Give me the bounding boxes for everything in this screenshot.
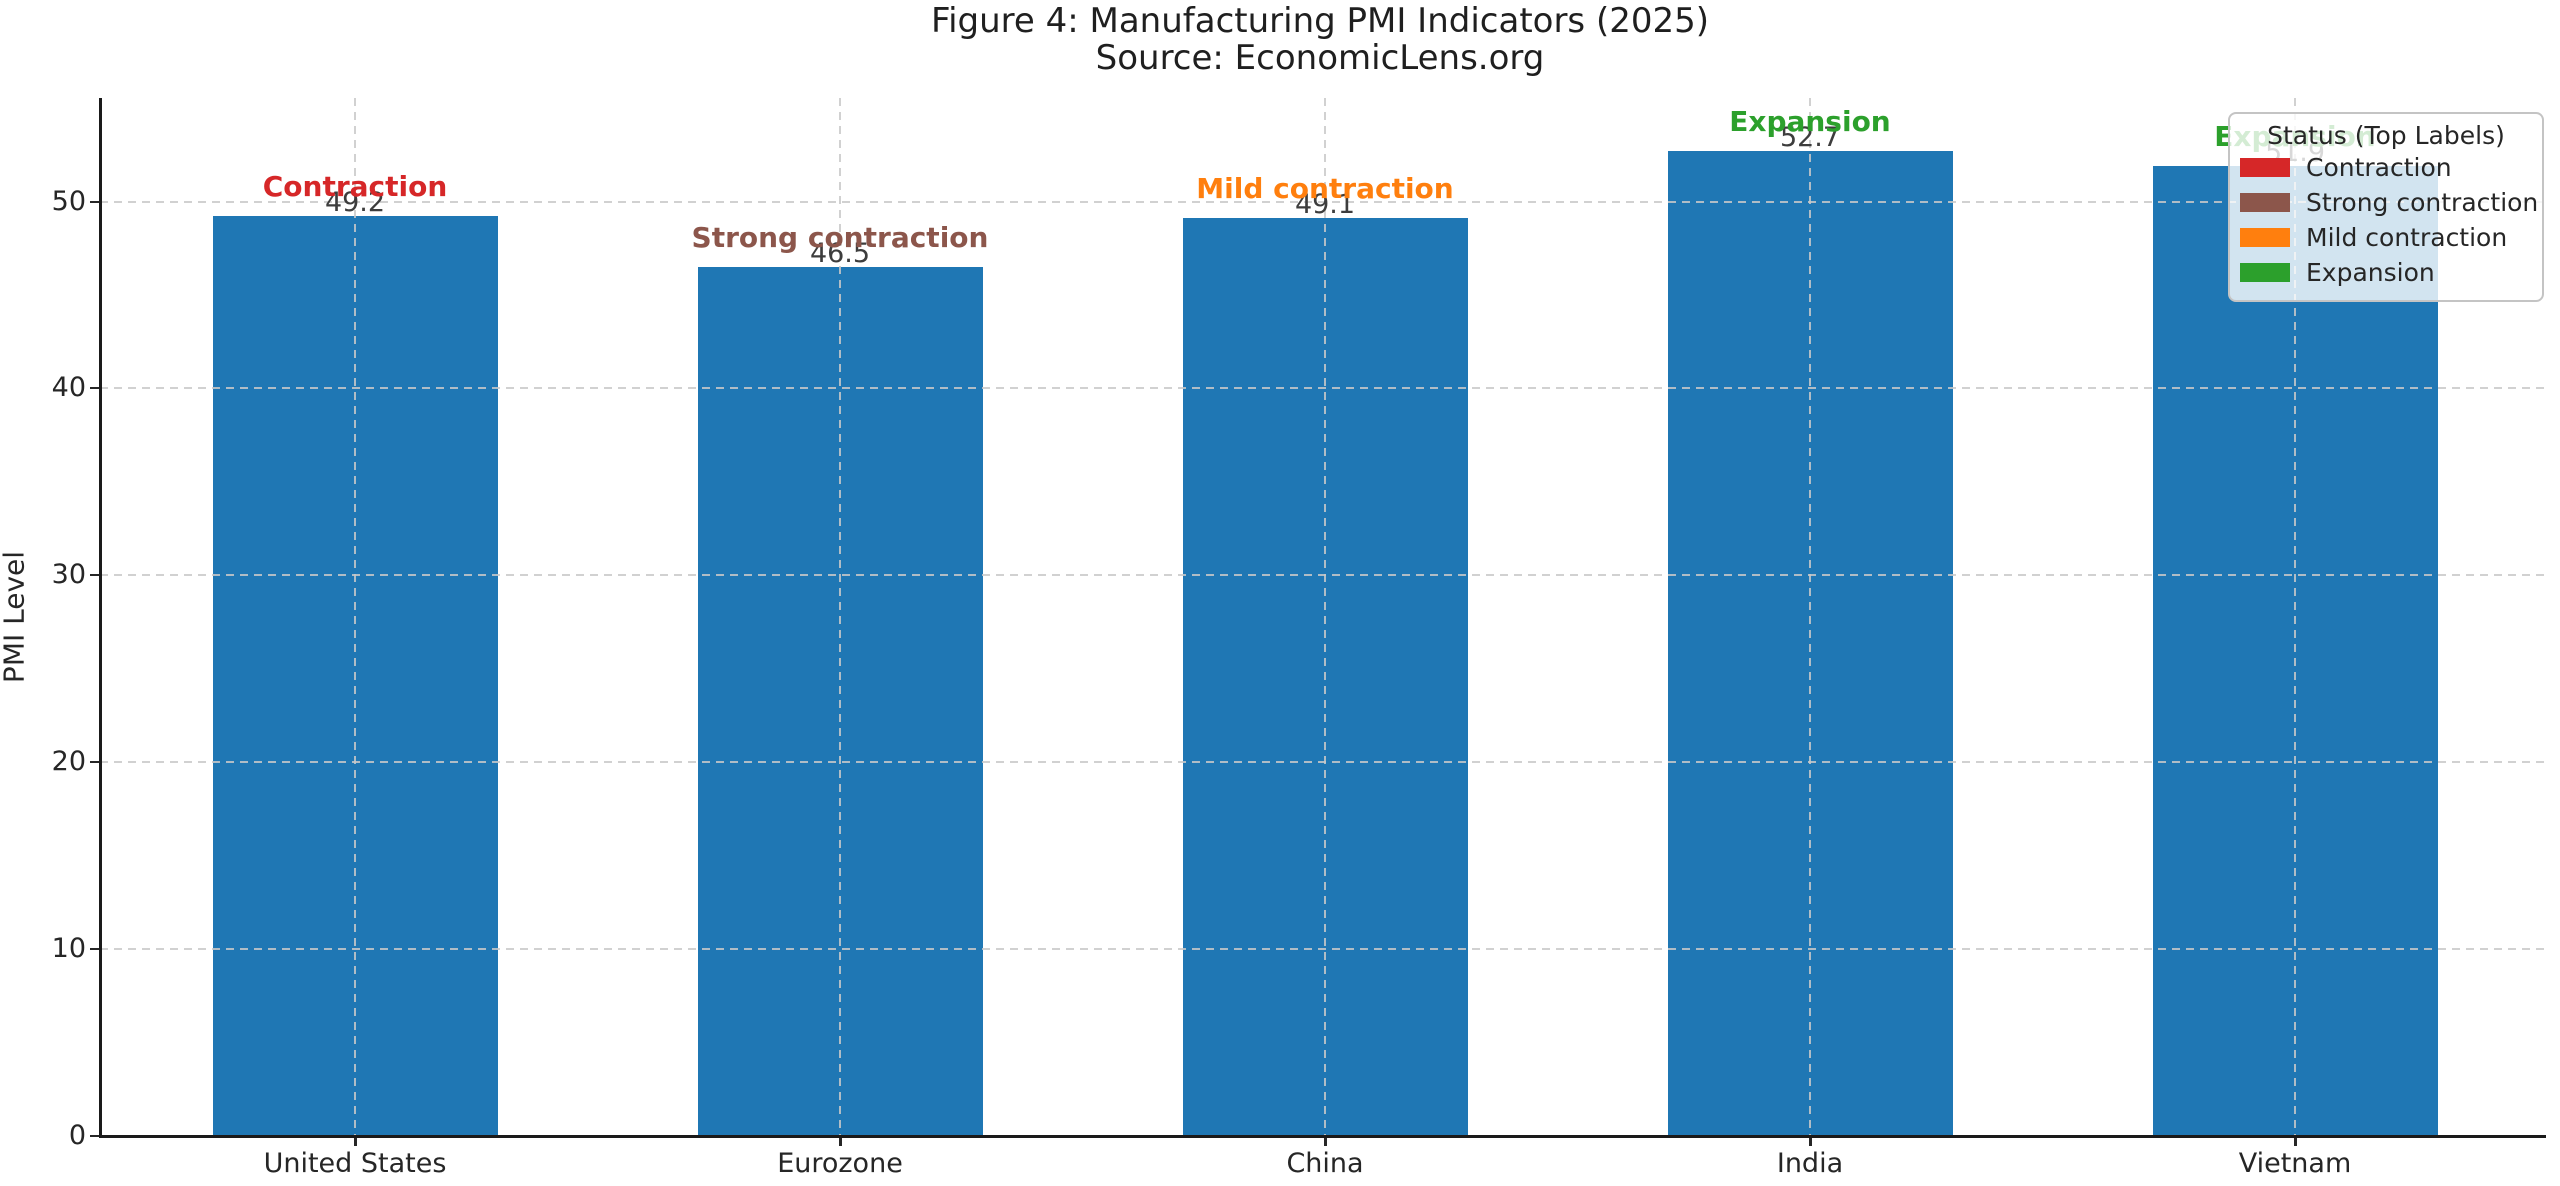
y-tick-label-20: 20 [51,746,86,778]
y-tick-20 [90,761,100,764]
y-axis-spine [99,98,102,1138]
v-gridline-eurozone [839,98,841,1136]
legend-swatch-contraction [2240,158,2290,177]
value-label-united-states: 49.2 [324,187,386,219]
x-tick-vietnam [2294,1136,2297,1146]
v-gridline-china [1324,98,1326,1136]
legend-label-strong-contraction: Strong contraction [2306,188,2539,217]
x-tick-label-china: China [1286,1148,1364,1179]
chart-title: Figure 4: Manufacturing PMI Indicators (… [930,1,1710,41]
x-tick-label-united-states: United States [263,1148,447,1179]
x-tick-india [1809,1136,1812,1146]
legend-item-expansion: Expansion [2230,255,2542,290]
legend-item-contraction: Contraction [2230,150,2542,185]
y-tick-10 [90,948,100,951]
y-tick-label-30: 30 [51,559,86,591]
legend-items: Contraction Strong contraction Mild contra… [2230,150,2542,290]
v-gridline-united-states [354,98,356,1136]
legend-item-strong-contraction: Strong contraction [2230,185,2542,220]
x-tick-label-eurozone: Eurozone [777,1148,903,1179]
value-label-india: 52.7 [1779,122,1841,154]
y-tick-label-10: 10 [51,933,86,965]
legend-swatch-strong-contraction [2240,193,2290,212]
legend-label-mild-contraction: Mild contraction [2306,223,2508,252]
legend-swatch-expansion [2240,263,2290,282]
legend: Status (Top Labels) Contraction Strong co… [2228,112,2544,302]
value-label-china: 49.1 [1294,189,1356,221]
h-gridline-20 [100,761,2545,764]
chart-title-block: Figure 4: Manufacturing PMI Indicators (… [931,3,1709,77]
x-tick-eurozone [839,1136,842,1146]
x-tick-china [1324,1136,1327,1146]
y-tick-50 [90,200,100,203]
legend-item-mild-contraction: Mild contraction [2230,220,2542,255]
legend-swatch-mild-contraction [2240,228,2290,247]
y-tick-40 [90,387,100,390]
chart-subtitle: Source: EconomicLens.org [1095,38,1545,78]
status-label-united-states: Contraction [262,170,448,204]
v-gridline-vietnam [2294,98,2296,1136]
y-tick-0 [90,1135,100,1137]
status-label-eurozone: Strong contraction [691,220,989,254]
x-tick-label-vietnam: Vietnam [2238,1148,2352,1179]
status-label-india: Expansion [1729,105,1891,139]
h-gridline-50 [100,200,2545,203]
y-tick-label-0: 0 [68,1120,86,1151]
v-gridline-india [1809,98,1811,1136]
x-axis-spine [99,1135,2546,1138]
value-label-eurozone: 46.5 [809,237,871,269]
h-gridline-10 [100,948,2545,951]
y-tick-label-40: 40 [51,372,86,404]
legend-label-contraction: Contraction [2306,153,2452,182]
legend-title: Status (Top Labels) [2267,121,2505,150]
y-tick-label-50: 50 [51,185,86,217]
h-gridline-40 [100,387,2545,390]
legend-label-expansion: Expansion [2306,258,2435,287]
h-gridline-30 [100,574,2545,577]
status-label-china: Mild contraction [1196,172,1454,206]
y-tick-30 [90,574,100,577]
x-tick-label-india: India [1776,1148,1844,1179]
x-tick-united-states [354,1136,357,1146]
